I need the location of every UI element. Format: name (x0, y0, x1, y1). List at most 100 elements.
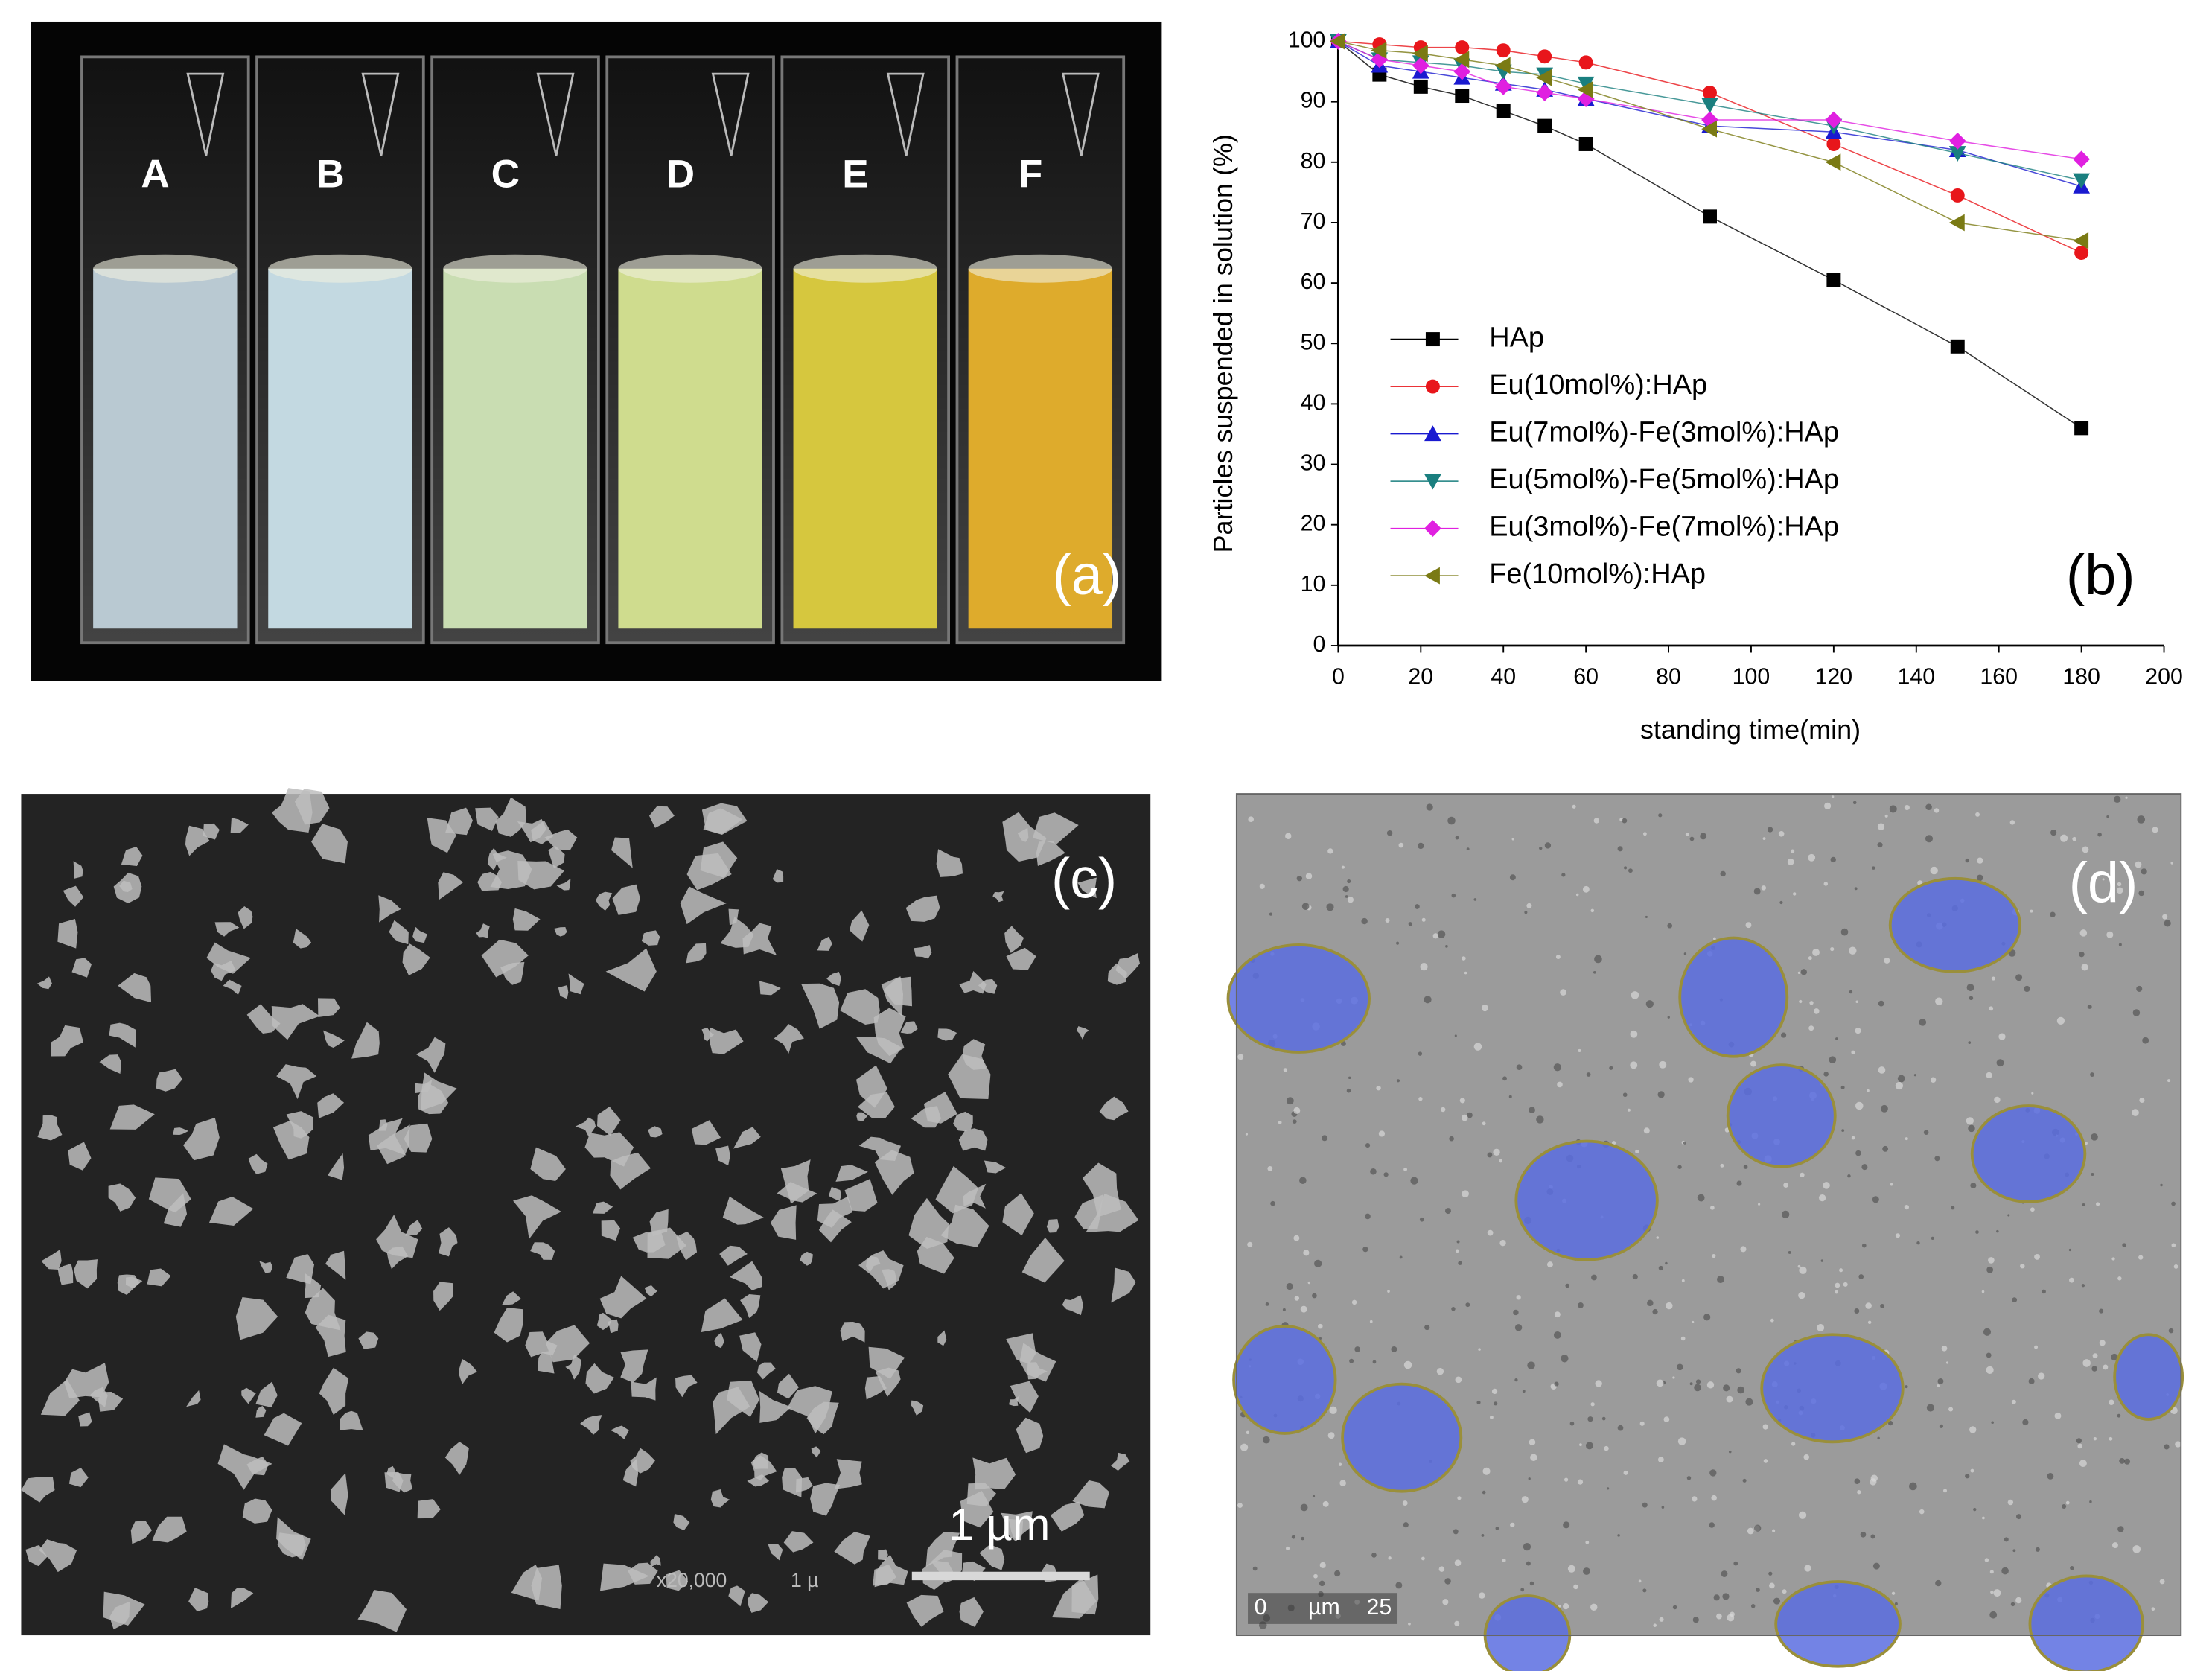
y-tick-label: 40 (1301, 390, 1326, 415)
texture-dot (1996, 1059, 2004, 1067)
particle (512, 908, 541, 931)
texture-dot (2087, 1005, 2092, 1009)
texture-dot (1948, 1407, 1954, 1412)
texture-dot (2132, 1009, 2141, 1016)
texture-dot (1617, 1425, 1624, 1431)
texture-dot (1695, 1379, 1701, 1384)
texture-dot (1904, 1204, 1909, 1210)
texture-dot (1930, 1077, 1937, 1083)
texture-dot (2116, 887, 2123, 894)
texture-dot (1773, 1597, 1781, 1605)
particle (1002, 1193, 1034, 1236)
texture-dot (1829, 1056, 1837, 1063)
texture-dot (2135, 861, 2142, 868)
texture-dot (1706, 1381, 1715, 1389)
particle (319, 1367, 349, 1415)
scale-bar-label: 1 µm (949, 1499, 1050, 1550)
texture-dot (1872, 1562, 1880, 1570)
texture-dot (1476, 1400, 1481, 1405)
texture-dot (1685, 833, 1689, 836)
texture-dot (2171, 1201, 2176, 1206)
particle (37, 1115, 63, 1141)
particle (777, 1373, 799, 1399)
texture-dot (1252, 1566, 1258, 1571)
texture-dot (2012, 1297, 2018, 1302)
particle (840, 989, 880, 1025)
particle (584, 1132, 634, 1167)
texture-dot (1653, 1623, 1657, 1627)
particle (782, 1468, 803, 1497)
texture-dot (1286, 1282, 1293, 1290)
particle (835, 1165, 868, 1182)
texture-dot (2141, 868, 2147, 875)
texture-dot (1935, 1579, 1942, 1587)
particle (834, 1532, 870, 1565)
texture-dot (1265, 1302, 1269, 1306)
texture-dot (1680, 1336, 1686, 1341)
texture-dot (1467, 1112, 1473, 1118)
particle (739, 1332, 762, 1362)
y-tick-label: 60 (1301, 270, 1326, 294)
particle (311, 824, 348, 864)
texture-dot (1583, 1567, 1590, 1575)
particle (286, 1111, 313, 1139)
nucleus (2028, 1574, 2144, 1671)
texture-dot (1617, 1534, 1620, 1537)
cuvette-liquid (793, 268, 937, 629)
texture-dot (2022, 1419, 2029, 1426)
texture-dot (1645, 915, 1648, 918)
particle (834, 1459, 862, 1489)
particle (596, 891, 613, 911)
texture-dot (2111, 1353, 2118, 1361)
texture-dot (1299, 1177, 1307, 1184)
texture-dot (1286, 1546, 1290, 1550)
texture-dot (1830, 946, 1835, 952)
texture-dot (1514, 1324, 1523, 1331)
texture-dot (1396, 1079, 1400, 1083)
particle (264, 1413, 302, 1446)
texture-dot (1622, 1092, 1628, 1098)
texture-dot (2015, 1597, 2022, 1604)
particle (742, 923, 777, 955)
texture-dot (1905, 1385, 1908, 1389)
texture-dot (1989, 1006, 1994, 1011)
texture-dot (2170, 862, 2174, 865)
texture-dot (1491, 1388, 1498, 1395)
texture-dot (1835, 1282, 1840, 1288)
texture-dot (1688, 1077, 1694, 1083)
texture-dot (1941, 1345, 1948, 1352)
texture-dot (1656, 1236, 1660, 1239)
particle (51, 1025, 84, 1057)
texture-dot (2009, 820, 2015, 825)
panel-d: (d) 0 µm 25 (1226, 793, 2184, 1671)
texture-dot (1567, 1565, 1575, 1573)
texture-dot (1577, 1479, 1584, 1485)
texture-dot (1894, 1602, 1898, 1605)
particle (276, 1517, 311, 1561)
data-point (1330, 33, 1345, 50)
texture-dot (2011, 1399, 2016, 1404)
texture-dot (1672, 1376, 1675, 1379)
texture-dot (1628, 868, 1633, 873)
particle (294, 789, 330, 825)
texture-dot (1645, 1000, 1654, 1008)
texture-dot (1720, 870, 1726, 877)
particle (418, 1082, 449, 1115)
texture-dot (2093, 1436, 2097, 1441)
texture-dot (1728, 1450, 1732, 1454)
particle (856, 1037, 902, 1064)
texture-dot (1462, 1190, 1469, 1198)
texture-dot (1867, 1320, 1872, 1325)
particle (772, 869, 784, 883)
texture-dot (1632, 1273, 1638, 1280)
texture-dot (1524, 911, 1528, 914)
texture-dot (1717, 1276, 1724, 1284)
particle (958, 1128, 988, 1151)
texture-dot (1937, 1378, 1944, 1384)
texture-dot (2010, 1602, 2015, 1607)
texture-dot (1925, 803, 1932, 811)
texture-dot (1830, 856, 1836, 863)
panel-tag: (b) (2066, 544, 2135, 607)
texture-dot (1835, 1290, 1838, 1294)
texture-dot (1508, 1095, 1512, 1098)
